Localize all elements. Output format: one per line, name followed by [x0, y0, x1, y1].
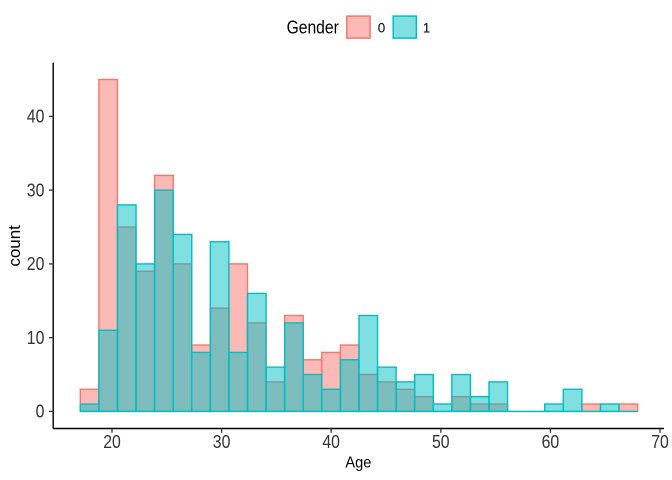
svg-text:20: 20 — [103, 432, 121, 452]
svg-text:0: 0 — [36, 402, 45, 422]
svg-text:Age: Age — [345, 455, 371, 472]
svg-text:20: 20 — [27, 254, 45, 274]
svg-text:30: 30 — [213, 432, 231, 452]
svg-text:count: count — [5, 225, 24, 267]
svg-text:10: 10 — [27, 328, 45, 348]
svg-text:30: 30 — [27, 180, 45, 200]
svg-text:60: 60 — [542, 432, 560, 452]
svg-text:50: 50 — [432, 432, 450, 452]
svg-text:0: 0 — [378, 20, 386, 35]
svg-text:40: 40 — [322, 432, 340, 452]
svg-text:40: 40 — [27, 107, 45, 127]
svg-text:70: 70 — [651, 432, 669, 452]
svg-text:Gender: Gender — [287, 16, 339, 37]
svg-text:1: 1 — [423, 20, 431, 35]
